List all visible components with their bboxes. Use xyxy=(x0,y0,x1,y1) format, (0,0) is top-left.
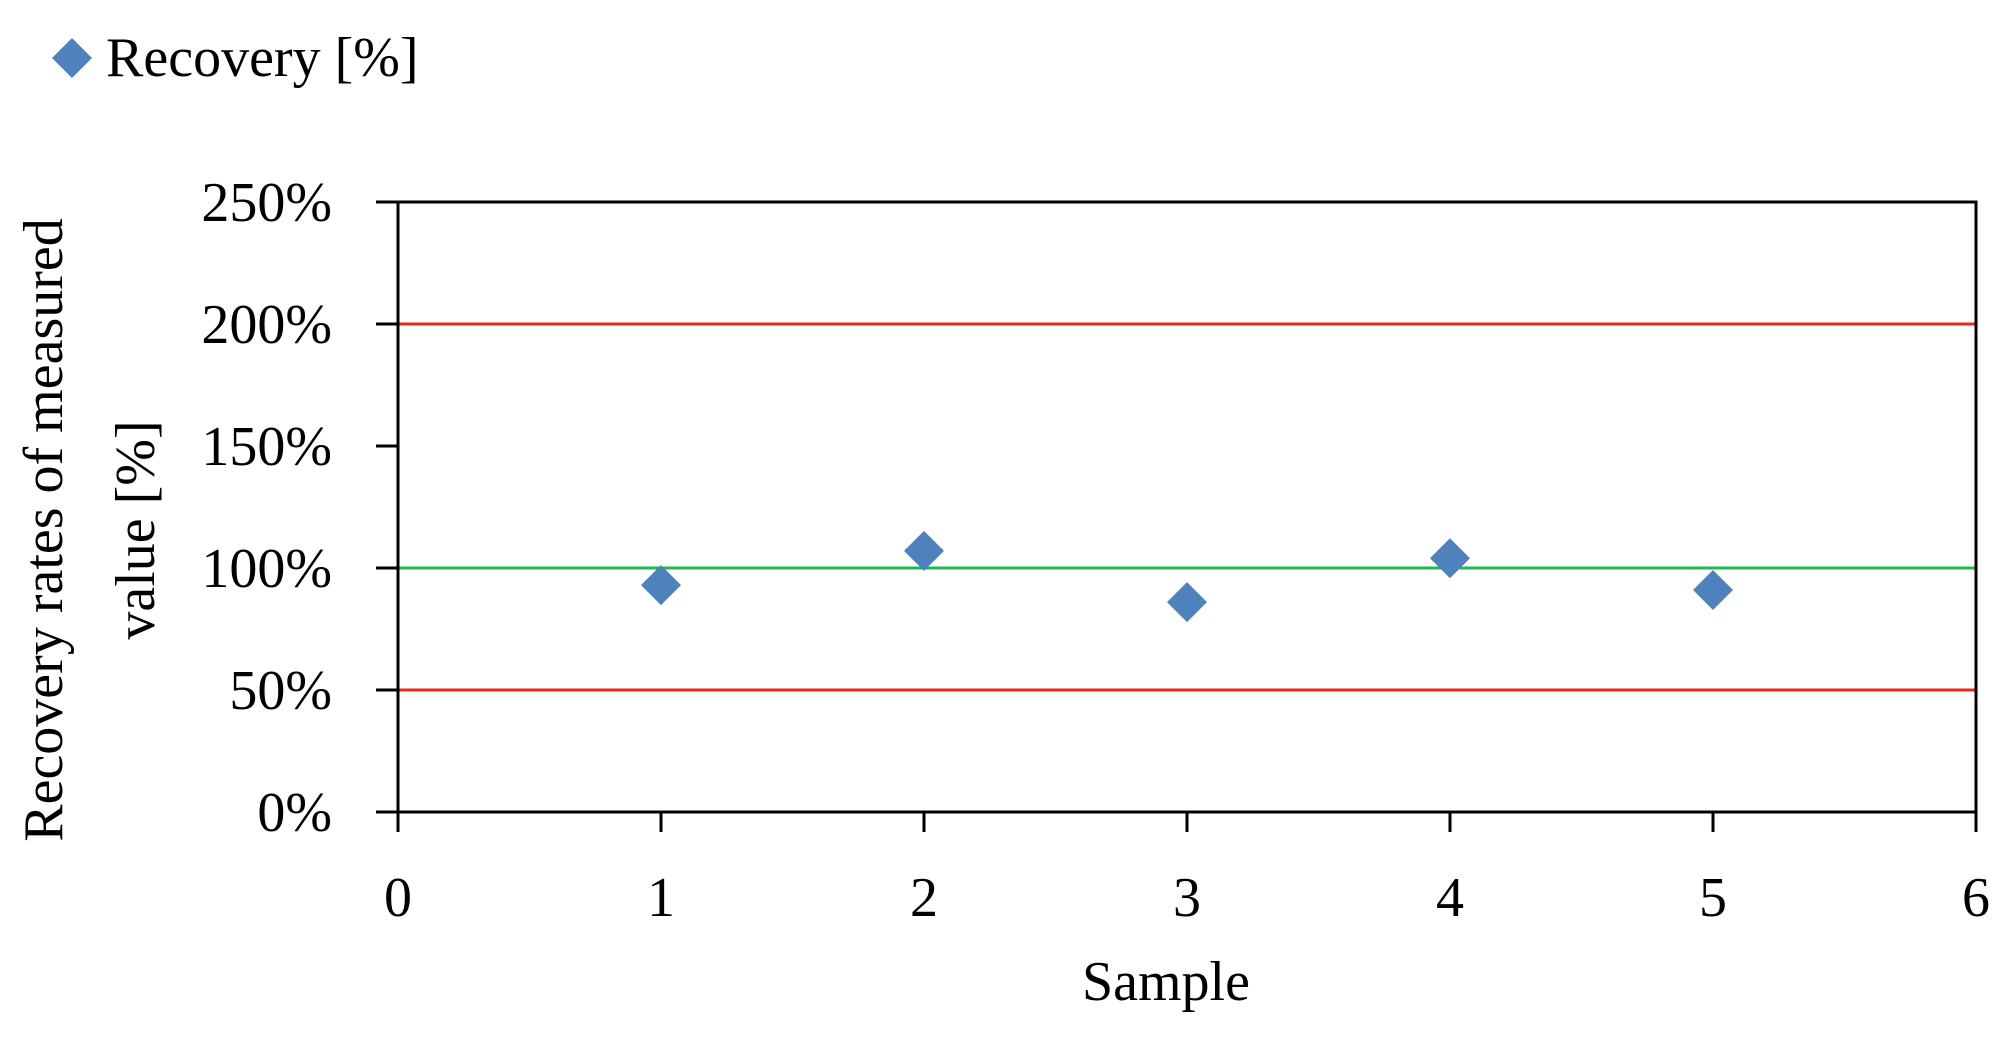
plot-area: 0% 50% 100% 150% 200% 250% 0 1 2 3 4 5 6 xyxy=(201,172,1990,929)
y-axis-title-line-2: value [%] xyxy=(105,420,167,639)
data-point-0-1 xyxy=(904,530,944,571)
legend: Recovery [%] xyxy=(52,27,419,89)
legend-label: Recovery [%] xyxy=(106,27,419,89)
y-tick-label-1: 50% xyxy=(229,660,332,722)
x-axis-title: Sample xyxy=(1082,951,1250,1013)
x-tick-label-5: 5 xyxy=(1699,867,1727,929)
y-axis-title: Recovery rates of measured value [%] xyxy=(13,218,167,842)
x-tick-label-0: 0 xyxy=(384,867,412,929)
plot-frame xyxy=(396,200,1978,814)
x-tick-label-1: 1 xyxy=(647,867,675,929)
data-point-0-2 xyxy=(1167,582,1207,623)
data-point-0-3 xyxy=(1430,538,1470,579)
data-point-0-4 xyxy=(1693,569,1733,610)
data-point-0-0 xyxy=(641,565,681,606)
x-tick-label-2: 2 xyxy=(910,867,938,929)
y-tick-label-0: 0% xyxy=(257,782,332,844)
y-tick-label-2: 100% xyxy=(201,538,332,600)
y-tick-label-5: 250% xyxy=(201,172,332,234)
y-tick-label-4: 200% xyxy=(201,294,332,356)
y-axis-title-line-1: Recovery rates of measured xyxy=(13,218,75,842)
legend-marker-diamond xyxy=(52,38,92,78)
x-tick-label-4: 4 xyxy=(1436,867,1464,929)
x-tick-label-3: 3 xyxy=(1173,867,1201,929)
x-tick-label-6: 6 xyxy=(1962,867,1990,929)
y-tick-label-3: 150% xyxy=(201,416,332,478)
